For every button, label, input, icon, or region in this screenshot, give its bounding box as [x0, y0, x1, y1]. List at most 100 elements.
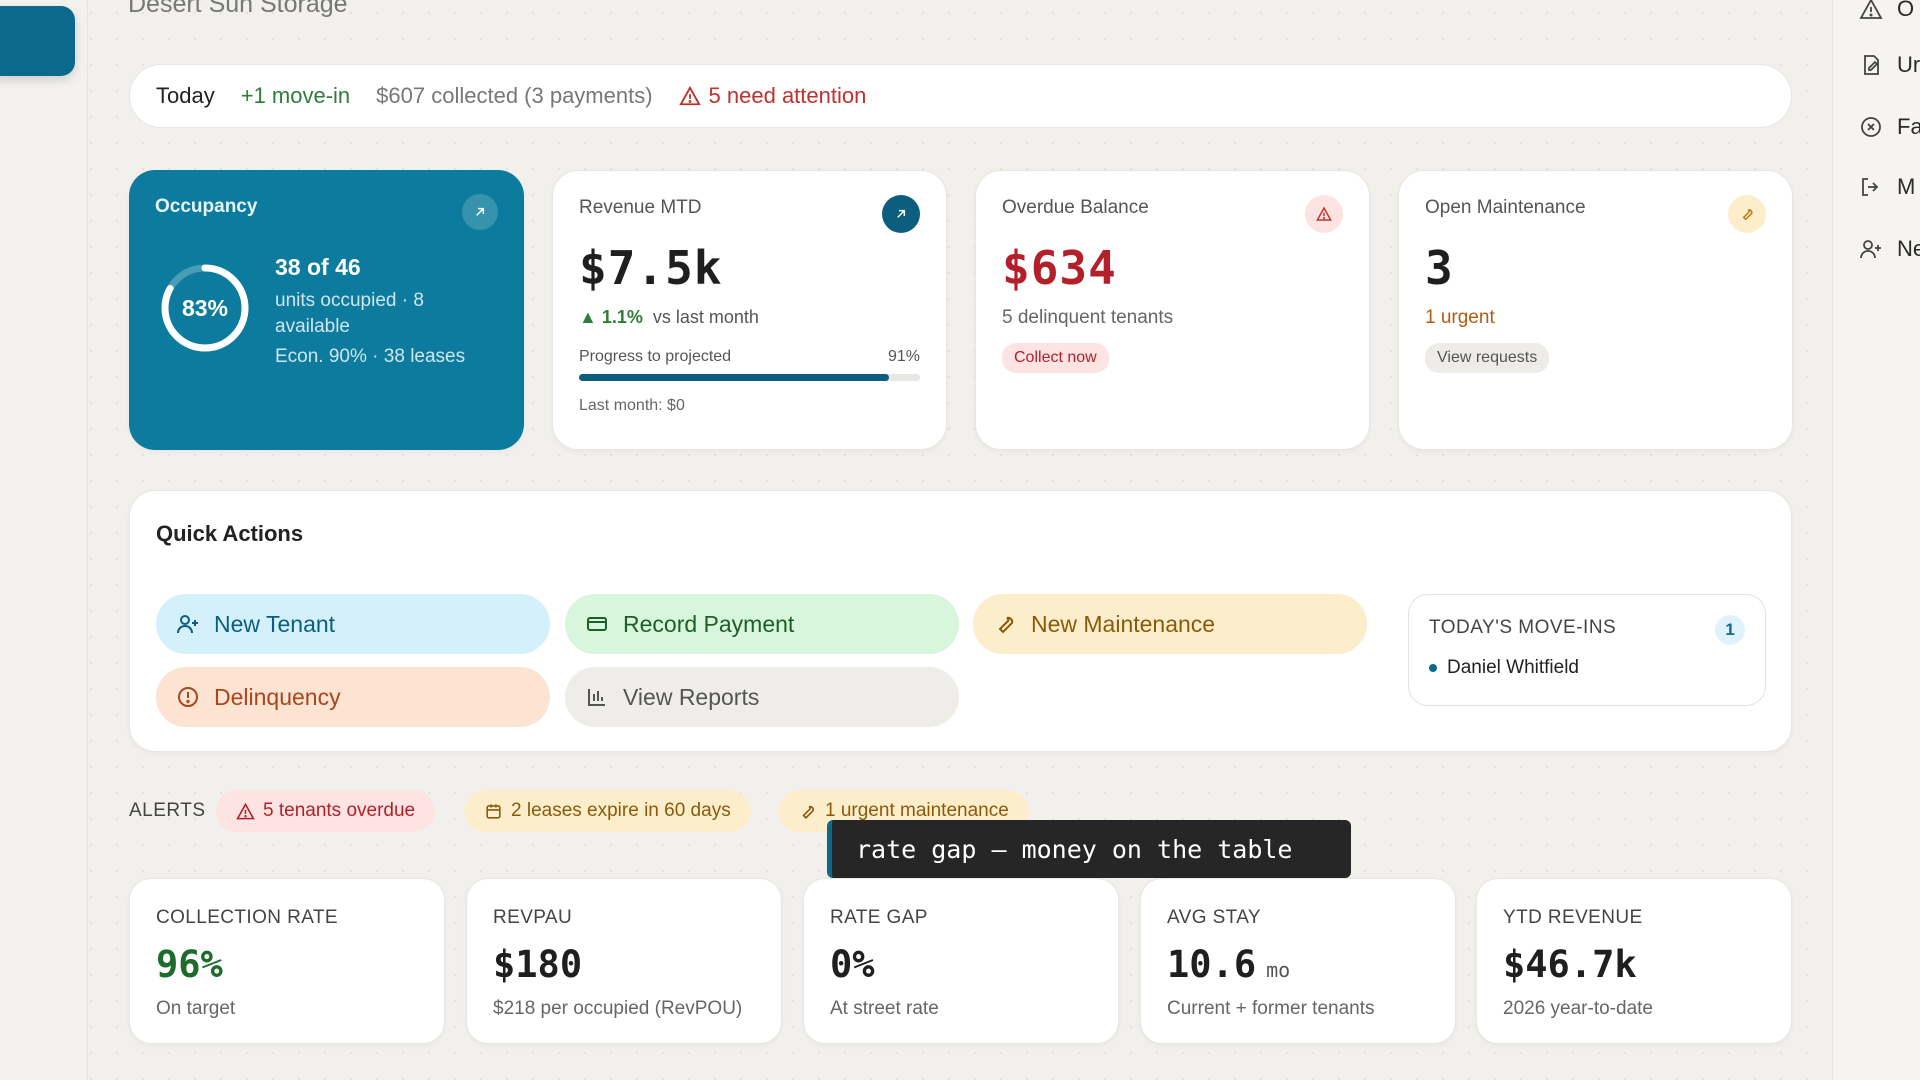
metric-label: AVG STAY [1167, 907, 1261, 928]
avg-stay-unit: mo [1266, 958, 1291, 982]
active-nav-indicator[interactable] [0, 6, 75, 76]
wrench-icon [1742, 209, 1753, 221]
maintenance-value: 3 [1425, 241, 1454, 295]
today-attention-link[interactable]: 5 need attention [678, 83, 867, 109]
revenue-value: $7.5k [579, 241, 723, 295]
alert-chip-maintenance[interactable]: 1 urgent maintenance [778, 790, 1029, 832]
view-requests-button[interactable]: View requests [1425, 343, 1550, 373]
x-circle-icon [1861, 117, 1881, 137]
trend-percent: ▲ 1.1% [579, 307, 643, 327]
rate-gap-tooltip: rate gap — money on the table [827, 820, 1351, 878]
arrow-up-right-icon [897, 209, 906, 218]
move-in-item[interactable]: Daniel Whitfield [1429, 657, 1745, 679]
avg-stay-card: AVG STAY 10.6 mo Current + former tenants [1140, 878, 1456, 1044]
new-tenant-label: New Tenant [214, 610, 336, 637]
progress-bar [579, 374, 920, 381]
alert-maintenance-text: 1 urgent maintenance [825, 800, 1009, 821]
record-payment-button[interactable]: Record Payment [565, 594, 959, 654]
log-out-icon [1862, 178, 1879, 196]
collect-now-button[interactable]: Collect now [1002, 343, 1109, 373]
metric-label: REVPAU [493, 907, 573, 928]
alert-overdue-text: 5 tenants overdue [263, 800, 416, 821]
right-rail-label: M [1897, 174, 1916, 199]
maintenance-card[interactable]: Open Maintenance 3 1 urgent View request… [1398, 170, 1793, 450]
metric-value: 10.6 mo [1167, 943, 1429, 986]
right-rail-item-alerts[interactable]: O [1859, 0, 1914, 22]
revenue-card[interactable]: Revenue MTD $7.5k ▲ 1.1% vs last month P… [552, 170, 947, 450]
right-rail-label: Fa [1897, 114, 1920, 139]
view-reports-button[interactable]: View Reports [565, 667, 959, 727]
metric-value: 0% [830, 943, 875, 986]
ytd-revenue-card: YTD REVENUE $46.7k 2026 year-to-date [1476, 878, 1792, 1044]
wrench-icon [802, 805, 814, 819]
delinquency-button[interactable]: Delinquency [156, 667, 550, 727]
bullet-dot [1429, 664, 1437, 672]
right-rail-item-units[interactable]: Ur [1859, 52, 1920, 78]
today-summary-bar: Today +1 move-in $607 collected (3 payme… [129, 64, 1792, 128]
new-maintenance-label: New Maintenance [1031, 610, 1216, 637]
bar-chart-icon [588, 689, 605, 706]
metric-sub: 2026 year-to-date [1503, 998, 1653, 1019]
alert-chip-leases[interactable]: 2 leases expire in 60 days [464, 790, 751, 832]
right-rail-item-move-outs[interactable]: M [1859, 174, 1915, 200]
progress-row: Progress to projected 91% [579, 348, 920, 366]
maintenance-button[interactable] [1728, 195, 1766, 233]
overdue-alert-button[interactable] [1305, 195, 1343, 233]
new-tenant-button[interactable]: New Tenant [156, 594, 550, 654]
metric-sub: At street rate [830, 998, 939, 1019]
right-sidebar: O Ur Fa M Ne [1832, 0, 1920, 1080]
move-ins-title: TODAY'S MOVE-INS [1429, 617, 1617, 638]
maintenance-sub: 1 urgent [1425, 307, 1495, 328]
overdue-sub: 5 delinquent tenants [1002, 307, 1174, 328]
quick-actions-panel: Quick Actions New Tenant Record Payment … [129, 490, 1792, 752]
new-maintenance-button[interactable]: New Maintenance [973, 594, 1367, 654]
revpau-card: REVPAU $180 $218 per occupied (RevPOU) [466, 878, 782, 1044]
rate-gap-card[interactable]: RATE GAP 0% At street rate [803, 878, 1119, 1044]
revenue-trend: ▲ 1.1% vs last month [579, 307, 920, 328]
trend-text: vs last month [652, 307, 759, 327]
progress-label: Progress to projected [579, 348, 732, 365]
alert-triangle-icon [678, 85, 701, 106]
occupancy-ring [161, 264, 249, 352]
right-rail-item-new[interactable]: Ne [1859, 236, 1920, 262]
occupancy-card[interactable]: Occupancy 83% 38 of 46 units occupied · … [129, 170, 524, 450]
overdue-card[interactable]: Overdue Balance $634 5 delinquent tenant… [975, 170, 1370, 450]
alert-triangle-icon [1859, 0, 1883, 19]
today-move-in: +1 move-in [240, 83, 351, 108]
metric-label: RATE GAP [830, 907, 928, 928]
right-rail-label: O [1897, 0, 1915, 21]
occupancy-title: Occupancy [155, 196, 258, 217]
open-revenue-button[interactable] [882, 195, 920, 233]
metric-label: COLLECTION RATE [156, 907, 338, 928]
user-plus-icon [1860, 240, 1881, 259]
user-plus-icon [177, 615, 198, 634]
record-payment-label: Record Payment [623, 610, 795, 637]
progress-percent: 91% [887, 348, 920, 365]
alert-triangle-icon [1316, 206, 1332, 221]
alert-leases-text: 2 leases expire in 60 days [511, 800, 731, 821]
edit-document-icon [1864, 55, 1879, 75]
delinquency-label: Delinquency [214, 683, 341, 710]
attention-text: 5 need attention [708, 83, 867, 108]
collection-rate-card: COLLECTION RATE 96% On target [129, 878, 445, 1044]
occupancy-line-2: available [275, 316, 350, 337]
todays-move-ins-card: TODAY'S MOVE-INS 1 Daniel Whitfield [1408, 594, 1766, 706]
right-rail-item-failed[interactable]: Fa [1859, 114, 1920, 140]
metric-sub: $218 per occupied (RevPOU) [493, 998, 743, 1019]
left-sidebar [0, 0, 88, 1080]
metric-value: $46.7k [1503, 943, 1637, 986]
today-collected: $607 collected (3 payments) [376, 83, 653, 108]
open-occupancy-button[interactable] [462, 194, 498, 230]
alert-circle-icon [178, 687, 198, 707]
occupancy-line-1: units occupied · 8 [275, 290, 424, 311]
calendar-icon [486, 803, 501, 819]
alert-chip-overdue[interactable]: 5 tenants overdue [216, 790, 436, 832]
metric-value: $180 [493, 943, 583, 986]
occupancy-line-3: Econ. 90% · 38 leases [275, 346, 466, 367]
metric-sub: Current + former tenants [1167, 998, 1375, 1019]
wrench-icon [998, 616, 1014, 634]
arrow-up-right-icon [476, 207, 485, 216]
overdue-value: $634 [1002, 241, 1117, 295]
move-ins-count-badge: 1 [1715, 615, 1745, 645]
right-rail-label: Ur [1897, 52, 1920, 77]
